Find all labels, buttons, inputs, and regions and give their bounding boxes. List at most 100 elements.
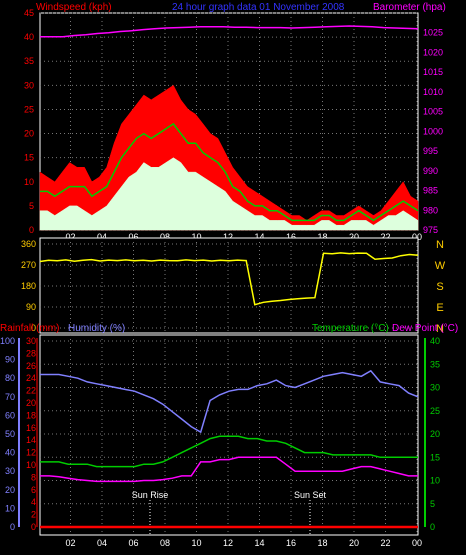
- rainfall-axis-label: Rainfall (mm): [0, 323, 59, 334]
- y-tick-label-temperature: 0: [430, 522, 435, 532]
- x-tick-label: 12: [223, 232, 233, 242]
- y-tick-label-left: 10: [24, 177, 34, 187]
- y-tick-label-rainfall: 8: [31, 472, 36, 482]
- x-tick-label: 18: [317, 538, 327, 548]
- x-tick-label: 22: [380, 232, 390, 242]
- y-tick-label-rainfall: 28: [26, 348, 36, 358]
- x-tick-label: 00: [412, 232, 422, 242]
- y-tick-label-right: 1005: [423, 107, 443, 117]
- dewpoint-series: [40, 456, 418, 483]
- compass-label: S: [436, 281, 443, 293]
- x-tick-label: 10: [191, 538, 201, 548]
- y-tick-label-rainfall: 24: [26, 373, 36, 383]
- y-tick-label-right: 975: [423, 225, 438, 235]
- y-tick-label-temperature: 15: [430, 452, 440, 462]
- y-tick-label-left: 35: [24, 56, 34, 66]
- dewpoint-axis-label: Dew Point (°C): [392, 323, 458, 334]
- x-tick-label: 00: [412, 538, 422, 548]
- y-tick-label-rainfall: 16: [26, 423, 36, 433]
- y-tick-label-humidity: 50: [5, 429, 15, 439]
- x-tick-label: 08: [160, 232, 170, 242]
- y-tick-label-left: 90: [26, 302, 36, 312]
- temperature-series: [40, 435, 418, 468]
- y-tick-label-humidity: 30: [5, 466, 15, 476]
- y-tick-label-right: 1020: [423, 47, 443, 57]
- y-tick-label-right: 1025: [423, 28, 443, 38]
- y-tick-label-right: 1015: [423, 67, 443, 77]
- x-tick-label: 22: [380, 538, 390, 548]
- x-tick-label: 20: [349, 232, 359, 242]
- y-tick-label-temperature: 10: [430, 476, 440, 486]
- x-tick-label: 14: [254, 232, 264, 242]
- y-tick-label-rainfall: 4: [31, 497, 36, 507]
- y-tick-label-rainfall: 12: [26, 448, 36, 458]
- y-tick-label-rainfall: 30: [26, 336, 36, 346]
- panel-temperature-frame: [39, 334, 419, 536]
- x-tick-label: 02: [65, 538, 75, 548]
- y-tick-label-temperature: 30: [430, 383, 440, 393]
- y-tick-label-humidity: 0: [10, 522, 15, 532]
- wind-direction-series: [39, 252, 419, 306]
- humidity-series: [40, 369, 419, 434]
- y-tick-label-rainfall: 14: [26, 435, 36, 445]
- sunrise-label: Sun Rise: [132, 490, 169, 500]
- y-tick-label-temperature: 40: [430, 336, 440, 346]
- chart-title: 24 hour graph data 01 November 2008: [172, 2, 345, 13]
- y-tick-label-humidity: 90: [5, 355, 15, 365]
- y-tick-label-humidity: 100: [0, 336, 15, 346]
- x-tick-label: 16: [286, 232, 296, 242]
- y-tick-label-left: 5: [29, 201, 34, 211]
- y-tick-label-temperature: 25: [430, 406, 440, 416]
- x-tick-label: 04: [97, 232, 107, 242]
- y-tick-label-left: 360: [21, 239, 36, 249]
- barometer-series: [40, 25, 419, 38]
- y-tick-label-humidity: 70: [5, 392, 15, 402]
- compass-label: W: [435, 260, 446, 272]
- humidity-axis-label: Humidity (%): [68, 323, 125, 334]
- x-tick-label: 06: [128, 538, 138, 548]
- x-tick-label: 18: [317, 232, 327, 242]
- y-tick-label-left: 15: [24, 153, 34, 163]
- y-tick-label-left: 20: [24, 129, 34, 139]
- y-tick-label-temperature: 5: [430, 499, 435, 509]
- x-tick-label: 02: [65, 232, 75, 242]
- temperature-axis-label: Temperature (°C): [312, 323, 389, 334]
- y-tick-label-rainfall: 0: [31, 522, 36, 532]
- compass-label: N: [436, 323, 444, 335]
- y-tick-label-rainfall: 18: [26, 410, 36, 420]
- y-tick-label-left: 180: [21, 281, 36, 291]
- y-tick-label-humidity: 10: [5, 503, 15, 513]
- y-tick-label-humidity: 60: [5, 410, 15, 420]
- wind-minimum-series: [39, 157, 419, 231]
- sunset-label: Sun Set: [294, 490, 327, 500]
- y-tick-label-left: 30: [24, 80, 34, 90]
- y-tick-label-right: 990: [423, 166, 438, 176]
- right-axis-label: Barometer (hpa): [373, 2, 446, 13]
- y-tick-label-right: 1000: [423, 126, 443, 136]
- y-tick-label-rainfall: 26: [26, 361, 36, 371]
- x-tick-label: 12: [223, 538, 233, 548]
- x-tick-label: 20: [349, 538, 359, 548]
- y-tick-label-right: 985: [423, 186, 438, 196]
- y-tick-label-left: 40: [24, 32, 34, 42]
- y-tick-label-right: 1010: [423, 87, 443, 97]
- y-tick-label-rainfall: 10: [26, 460, 36, 470]
- y-tick-label-rainfall: 2: [31, 510, 36, 520]
- y-tick-label-left: 25: [24, 104, 34, 114]
- compass-label: N: [436, 239, 444, 251]
- y-tick-label-rainfall: 22: [26, 386, 36, 396]
- x-tick-label: 10: [191, 232, 201, 242]
- y-tick-label-left: 0: [31, 323, 36, 333]
- y-tick-label-left: 0: [29, 225, 34, 235]
- y-tick-label-humidity: 40: [5, 448, 15, 458]
- y-tick-label-left: 45: [24, 8, 34, 18]
- x-tick-label: 16: [286, 538, 296, 548]
- y-tick-label-humidity: 80: [5, 373, 15, 383]
- left-axis-label: Windspeed (kph): [36, 2, 112, 13]
- y-tick-label-rainfall: 6: [31, 485, 36, 495]
- y-tick-label-temperature: 20: [430, 429, 440, 439]
- y-tick-label-left: 270: [21, 260, 36, 270]
- y-tick-label-right: 980: [423, 205, 438, 215]
- x-tick-label: 14: [254, 538, 264, 548]
